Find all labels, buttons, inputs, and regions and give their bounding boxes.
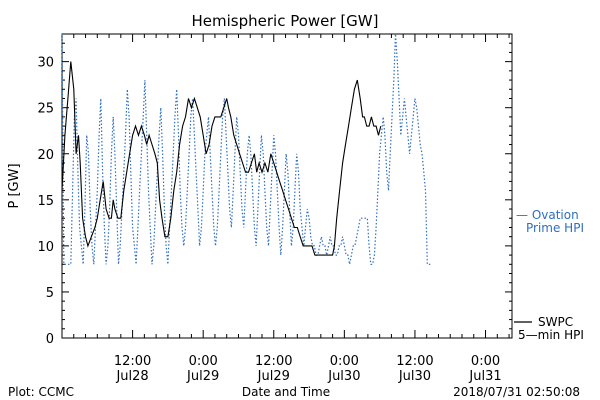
y-tick-label: 10 bbox=[37, 240, 54, 255]
footer-left: Plot: CCMC bbox=[8, 385, 74, 399]
footer-timestamp: 2018/07/31 02:50:08 bbox=[453, 385, 580, 399]
y-axis-label: P [GW] bbox=[7, 163, 22, 208]
x-tick-time-label: 0:00 bbox=[471, 354, 500, 369]
legend-swpc-line1: SWPC bbox=[538, 315, 573, 329]
y-tick-label: 30 bbox=[37, 56, 54, 71]
x-tick-time-label: 0:00 bbox=[189, 354, 218, 369]
legend-ovation-line1: — Ovation bbox=[516, 208, 579, 222]
legend-ovation-line2: Prime HPI bbox=[526, 221, 584, 235]
x-tick-time-label: 0:00 bbox=[330, 354, 359, 369]
x-tick-time-label: 12:00 bbox=[255, 354, 292, 369]
y-tick-label: 5 bbox=[46, 286, 54, 301]
y-tick-label: 25 bbox=[37, 102, 54, 117]
plot-frame bbox=[61, 33, 513, 339]
x-tick-time-label: 12:00 bbox=[114, 354, 151, 369]
x-tick-date-label: Jul29 bbox=[257, 369, 290, 384]
x-tick-date-label: Jul30 bbox=[327, 369, 360, 384]
x-tick-date-label: Jul31 bbox=[468, 369, 501, 384]
chart-title: Hemispheric Power [GW] bbox=[192, 12, 379, 30]
x-axis-label: Date and Time bbox=[242, 385, 330, 399]
x-tick-time-label: 12:00 bbox=[396, 354, 433, 369]
y-tick-label: 20 bbox=[37, 148, 54, 163]
x-tick-date-label: Jul29 bbox=[186, 369, 219, 384]
y-tick-label: 15 bbox=[37, 194, 54, 209]
x-tick-date-label: Jul28 bbox=[115, 369, 148, 384]
series-ovation-prime-line bbox=[61, 33, 431, 265]
series-swpc-line bbox=[61, 61, 382, 256]
x-tick-date-label: Jul30 bbox=[398, 369, 431, 384]
y-tick-label: 0 bbox=[46, 332, 54, 347]
legend-swpc-line2: 5—min HPI bbox=[518, 328, 584, 342]
plot-area: 05101520253012:00Jul280:00Jul2912:00Jul2… bbox=[37, 33, 584, 384]
